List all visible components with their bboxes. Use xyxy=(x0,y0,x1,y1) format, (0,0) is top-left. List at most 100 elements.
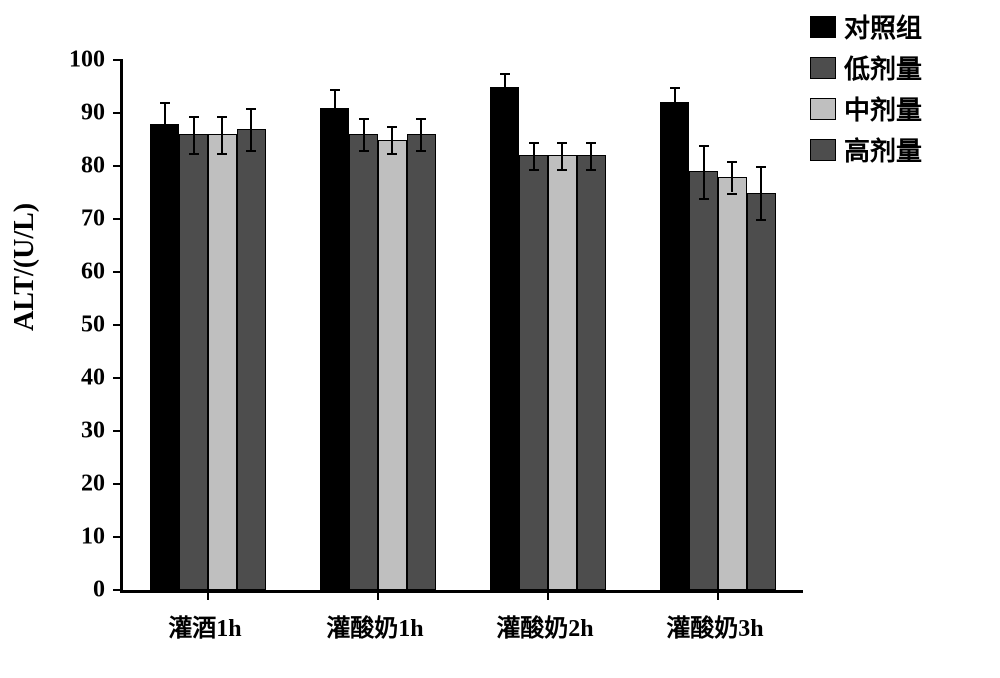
error-cap xyxy=(557,169,567,171)
error-cap xyxy=(699,145,709,147)
y-tick xyxy=(113,430,123,432)
bar xyxy=(548,155,577,590)
y-tick xyxy=(113,165,123,167)
y-tick-label: 10 xyxy=(65,524,105,551)
y-tick xyxy=(113,218,123,220)
bar xyxy=(689,171,718,590)
error-bar xyxy=(703,145,705,198)
legend-swatch xyxy=(810,57,836,79)
bar xyxy=(150,124,179,590)
error-cap xyxy=(217,153,227,155)
error-cap xyxy=(359,150,369,152)
bar xyxy=(349,134,378,590)
error-cap xyxy=(699,198,709,200)
bar xyxy=(747,193,776,591)
error-bar xyxy=(731,161,733,193)
error-bar xyxy=(193,116,195,153)
legend-item: 低剂量 xyxy=(810,49,922,86)
y-tick-label: 30 xyxy=(65,418,105,445)
y-tick xyxy=(113,271,123,273)
bar xyxy=(237,129,266,590)
legend-item: 对照组 xyxy=(810,8,922,45)
error-cap xyxy=(189,116,199,118)
x-tick xyxy=(717,590,719,600)
legend-label: 高剂量 xyxy=(844,131,922,168)
x-tick xyxy=(547,590,549,600)
legend-label: 中剂量 xyxy=(844,90,922,127)
x-tick xyxy=(207,590,209,600)
bar xyxy=(208,134,237,590)
y-tick xyxy=(113,536,123,538)
bar xyxy=(179,134,208,590)
error-cap xyxy=(189,153,199,155)
bar xyxy=(519,155,548,590)
y-tick-label: 0 xyxy=(65,577,105,604)
error-bar xyxy=(334,89,336,126)
error-cap xyxy=(586,142,596,144)
y-tick xyxy=(113,59,123,61)
error-cap xyxy=(727,161,737,163)
bar xyxy=(378,140,407,591)
error-cap xyxy=(500,73,510,75)
chart-container: ALT/(U/L) 对照组低剂量中剂量高剂量 01020304050607080… xyxy=(0,0,1000,678)
y-tick xyxy=(113,589,123,591)
error-cap xyxy=(330,126,340,128)
error-cap xyxy=(416,150,426,152)
legend: 对照组低剂量中剂量高剂量 xyxy=(810,8,922,172)
y-tick-label: 70 xyxy=(65,206,105,233)
error-cap xyxy=(160,145,170,147)
error-cap xyxy=(529,142,539,144)
error-cap xyxy=(416,118,426,120)
error-bar xyxy=(590,142,592,169)
bar xyxy=(577,155,606,590)
error-cap xyxy=(246,108,256,110)
y-tick-label: 100 xyxy=(65,47,105,74)
legend-item: 高剂量 xyxy=(810,131,922,168)
legend-swatch xyxy=(810,98,836,120)
error-bar xyxy=(533,142,535,169)
y-tick xyxy=(113,324,123,326)
bar xyxy=(718,177,747,590)
y-tick xyxy=(113,377,123,379)
legend-label: 低剂量 xyxy=(844,49,922,86)
y-tick-label: 80 xyxy=(65,153,105,180)
error-cap xyxy=(246,150,256,152)
error-cap xyxy=(387,153,397,155)
error-cap xyxy=(557,142,567,144)
bar xyxy=(660,102,689,590)
error-bar xyxy=(760,166,762,219)
error-cap xyxy=(359,118,369,120)
y-tick xyxy=(113,483,123,485)
y-tick-label: 20 xyxy=(65,471,105,498)
error-cap xyxy=(727,193,737,195)
error-cap xyxy=(756,166,766,168)
error-bar xyxy=(674,87,676,119)
error-bar xyxy=(250,108,252,150)
bar xyxy=(407,134,436,590)
error-cap xyxy=(529,169,539,171)
error-cap xyxy=(586,169,596,171)
legend-swatch xyxy=(810,16,836,38)
error-cap xyxy=(387,126,397,128)
error-bar xyxy=(391,126,393,153)
error-cap xyxy=(670,87,680,89)
error-bar xyxy=(221,116,223,153)
legend-label: 对照组 xyxy=(844,8,922,45)
x-tick-label: 灌酸奶3h xyxy=(615,608,815,643)
legend-item: 中剂量 xyxy=(810,90,922,127)
error-cap xyxy=(756,219,766,221)
plot-area xyxy=(120,60,803,593)
y-tick xyxy=(113,112,123,114)
error-bar xyxy=(363,118,365,150)
error-cap xyxy=(160,102,170,104)
error-cap xyxy=(500,100,510,102)
error-cap xyxy=(670,118,680,120)
bar xyxy=(320,108,349,590)
x-tick xyxy=(377,590,379,600)
y-tick-label: 40 xyxy=(65,365,105,392)
y-tick-label: 90 xyxy=(65,100,105,127)
y-tick-label: 50 xyxy=(65,312,105,339)
error-bar xyxy=(561,142,563,169)
error-bar xyxy=(504,73,506,100)
error-bar xyxy=(164,102,166,144)
